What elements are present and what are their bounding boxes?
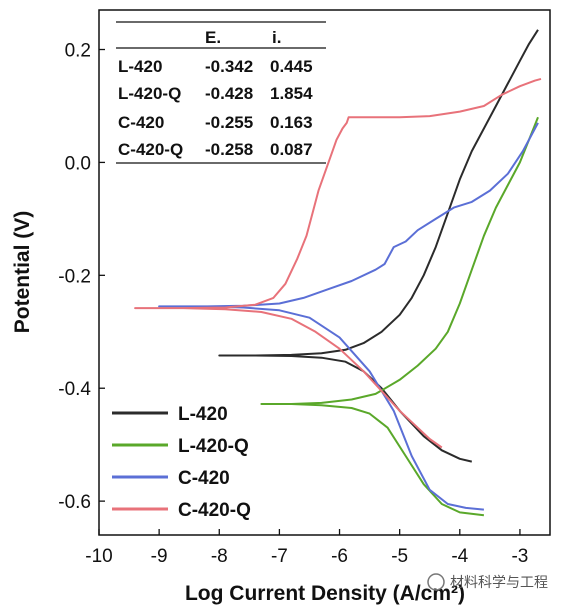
y-tick-label: -0.4: [58, 379, 91, 400]
table-row-0-i: 0.445: [270, 57, 313, 76]
y-tick-label: 0.0: [65, 153, 91, 174]
table-row-2-e: -0.255: [205, 113, 253, 132]
x-tick-label: -10: [85, 546, 112, 567]
x-axis-title: Log Current Density (A/cm²): [185, 582, 465, 605]
series-layer: [134, 29, 542, 517]
y-axis-ticks: -0.6 -0.4 -0.2 0.0 0.2: [58, 41, 105, 513]
watermark-text: 材料科学与工程: [450, 575, 548, 591]
y-tick-label: 0.2: [65, 41, 91, 62]
table-row-3-name: C-420-Q: [118, 140, 183, 159]
table-row-0-name: L-420: [118, 57, 162, 76]
x-tick-label: -6: [331, 546, 348, 567]
table-row-2-i: 0.163: [270, 113, 313, 132]
table-row-1-e: -0.428: [205, 84, 253, 103]
legend-label-l-420-q: L-420-Q: [178, 436, 249, 457]
x-tick-label: -7: [271, 546, 288, 567]
plot-frame: [98, 9, 551, 536]
table-row-0-e: -0.342: [205, 57, 253, 76]
table-row-1-name: L-420-Q: [118, 84, 181, 103]
table-header-e: E.: [205, 28, 221, 47]
y-axis-title: Potential (V): [11, 211, 34, 334]
x-tick-label: -4: [451, 546, 468, 567]
series-line-c-420: [158, 122, 539, 511]
table-row-2-name: C-420: [118, 113, 164, 132]
data-table: E. i. L-420 -0.342 0.445 L-420-Q -0.428 …: [116, 21, 326, 164]
y-tick-label: -0.6: [58, 492, 91, 513]
x-tick-label: -9: [151, 546, 168, 567]
x-tick-label: -5: [391, 546, 408, 567]
series-line-l-420: [218, 29, 539, 463]
table-row-3-i: 0.087: [270, 140, 313, 159]
legend-label-c-420: C-420: [178, 468, 230, 489]
y-tick-label: -0.2: [58, 266, 91, 287]
table-row-3-e: -0.258: [205, 140, 253, 159]
x-tick-label: -3: [511, 546, 528, 567]
legend-label-c-420-q: C-420-Q: [178, 500, 251, 521]
watermark-icon: [427, 573, 445, 591]
legend-label-l-420: L-420: [178, 404, 228, 425]
x-axis-ticks: -10 -9 -8 -7 -6 -5 -4 -3: [85, 529, 528, 567]
series-line-l-420-q: [260, 116, 539, 517]
watermark: 材料科学与工程: [427, 573, 548, 591]
chart-legend: L-420 L-420-Q C-420 C-420-Q: [112, 404, 251, 521]
table-header-i: i.: [272, 28, 281, 47]
series-line-c-420-q: [134, 77, 542, 449]
x-tick-label: -8: [211, 546, 228, 567]
table-row-1-i: 1.854: [270, 84, 313, 103]
